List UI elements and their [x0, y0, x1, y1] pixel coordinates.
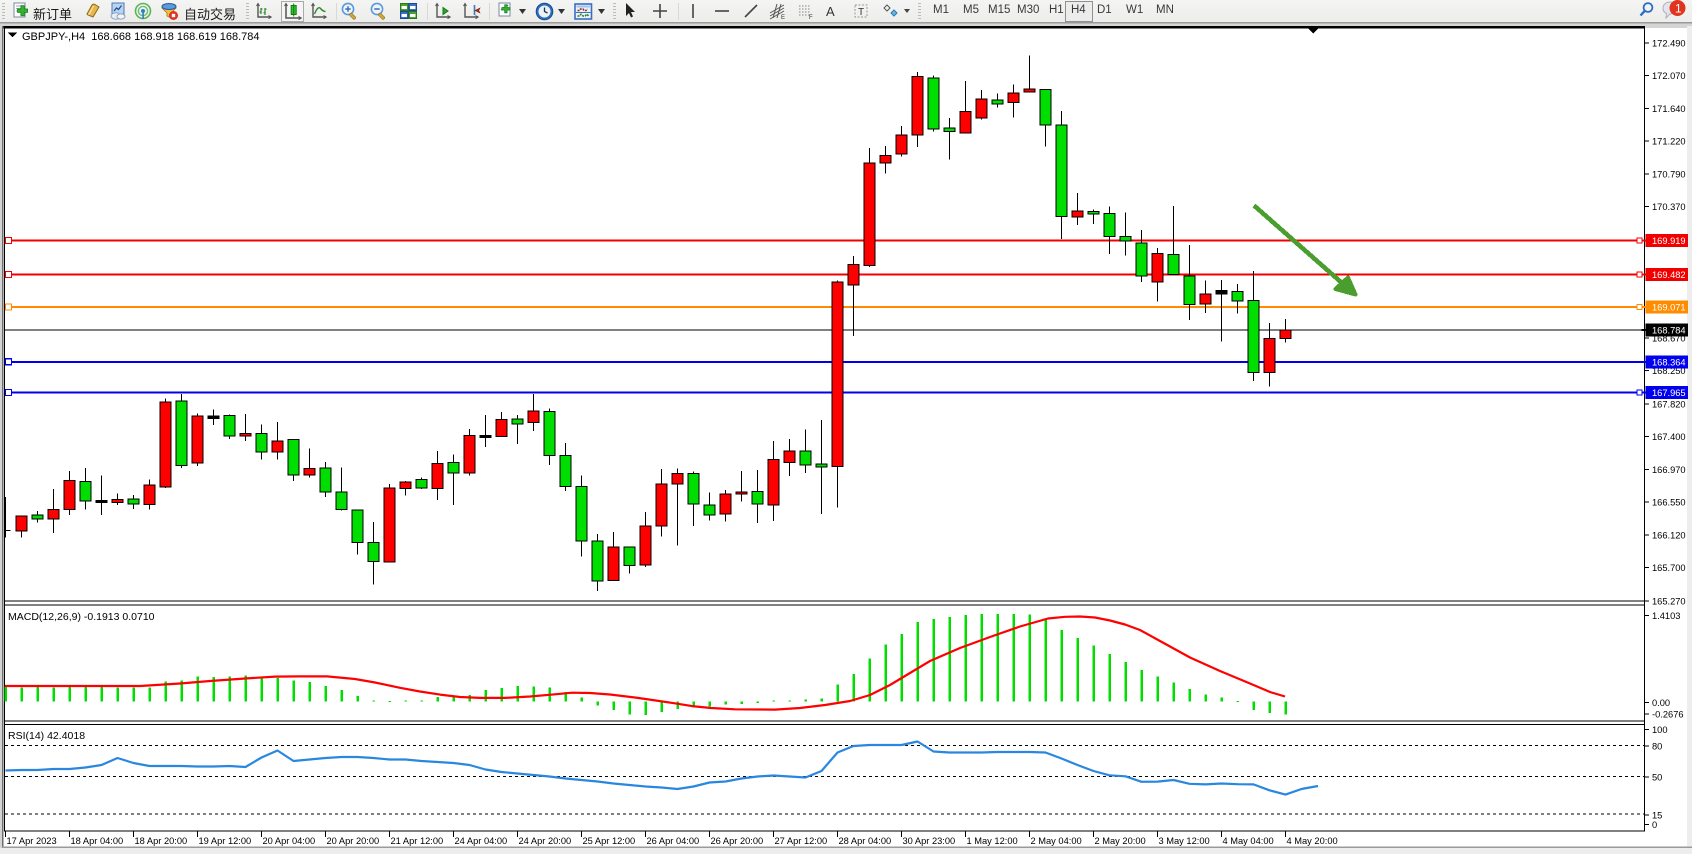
- svg-text:167.820: 167.820: [1652, 399, 1686, 409]
- svg-text:171.640: 171.640: [1652, 104, 1686, 114]
- svg-text:167.400: 167.400: [1652, 432, 1686, 442]
- svg-text:1.4103: 1.4103: [1652, 611, 1680, 621]
- svg-text:0: 0: [1652, 820, 1657, 830]
- svg-text:25 Apr 12:00: 25 Apr 12:00: [583, 836, 636, 846]
- svg-text:80: 80: [1652, 742, 1662, 752]
- svg-text:19 Apr 12:00: 19 Apr 12:00: [199, 836, 252, 846]
- svg-text:15: 15: [1652, 811, 1662, 821]
- svg-text:171.220: 171.220: [1652, 137, 1686, 147]
- svg-text:26 Apr 20:00: 26 Apr 20:00: [711, 836, 764, 846]
- svg-text:167.965: 167.965: [1652, 388, 1686, 398]
- svg-text:E: E: [781, 15, 785, 21]
- svg-text:26 Apr 04:00: 26 Apr 04:00: [647, 836, 700, 846]
- svg-text:1 May 12:00: 1 May 12:00: [967, 836, 1018, 846]
- svg-text:100: 100: [1652, 725, 1668, 735]
- svg-text:0.00: 0.00: [1652, 698, 1670, 708]
- svg-text:2 May 20:00: 2 May 20:00: [1095, 836, 1146, 846]
- svg-text:18 Apr 20:00: 18 Apr 20:00: [135, 836, 188, 846]
- svg-text:168.784: 168.784: [1652, 326, 1686, 336]
- svg-text:166.120: 166.120: [1652, 531, 1686, 541]
- svg-text:4 May 04:00: 4 May 04:00: [1223, 836, 1274, 846]
- svg-text:2 May 04:00: 2 May 04:00: [1031, 836, 1082, 846]
- svg-text:RSI(14) 42.4018: RSI(14) 42.4018: [8, 730, 85, 742]
- svg-text:18 Apr 04:00: 18 Apr 04:00: [71, 836, 124, 846]
- svg-text:20 Apr 20:00: 20 Apr 20:00: [327, 836, 380, 846]
- svg-text:165.270: 165.270: [1652, 596, 1686, 606]
- svg-text:170.370: 170.370: [1652, 202, 1686, 212]
- svg-text:168.364: 168.364: [1652, 357, 1686, 367]
- svg-text:30 Apr 23:00: 30 Apr 23:00: [903, 836, 956, 846]
- svg-text:28 Apr 04:00: 28 Apr 04:00: [839, 836, 892, 846]
- svg-text:F: F: [809, 15, 813, 21]
- svg-text:169.071: 169.071: [1652, 303, 1686, 313]
- svg-text:17 Apr 2023: 17 Apr 2023: [7, 836, 57, 846]
- svg-text:165.700: 165.700: [1652, 563, 1686, 573]
- svg-text:3 May 12:00: 3 May 12:00: [1159, 836, 1210, 846]
- svg-text:GBPJPY-,H4 168.668 168.918 16: GBPJPY-,H4 168.668 168.918 168.619 168.7…: [22, 31, 260, 43]
- svg-text:172.070: 172.070: [1652, 71, 1686, 81]
- svg-text:24 Apr 04:00: 24 Apr 04:00: [455, 836, 508, 846]
- svg-text:T: T: [858, 7, 864, 18]
- svg-text:50: 50: [1652, 773, 1662, 783]
- svg-text:169.919: 169.919: [1652, 236, 1686, 246]
- svg-text:-0.2676: -0.2676: [1652, 710, 1684, 720]
- svg-text:169.482: 169.482: [1652, 270, 1686, 280]
- svg-text:166.970: 166.970: [1652, 465, 1686, 475]
- svg-text:20 Apr 04:00: 20 Apr 04:00: [263, 836, 316, 846]
- svg-text:21 Apr 12:00: 21 Apr 12:00: [391, 836, 444, 846]
- svg-text:172.490: 172.490: [1652, 38, 1686, 48]
- svg-text:170.790: 170.790: [1652, 170, 1686, 180]
- svg-text:24 Apr 20:00: 24 Apr 20:00: [519, 836, 572, 846]
- svg-text:27 Apr 12:00: 27 Apr 12:00: [775, 836, 828, 846]
- svg-text:MACD(12,26,9) -0.1913 0.0710: MACD(12,26,9) -0.1913 0.0710: [8, 611, 155, 623]
- svg-text:4 May 20:00: 4 May 20:00: [1287, 836, 1338, 846]
- svg-text:1: 1: [1675, 2, 1682, 16]
- svg-text:168.250: 168.250: [1652, 366, 1686, 376]
- svg-text:166.550: 166.550: [1652, 498, 1686, 508]
- svg-text:168.670: 168.670: [1652, 334, 1686, 344]
